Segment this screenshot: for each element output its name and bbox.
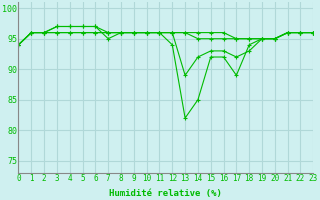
X-axis label: Humidité relative (%): Humidité relative (%): [109, 189, 222, 198]
